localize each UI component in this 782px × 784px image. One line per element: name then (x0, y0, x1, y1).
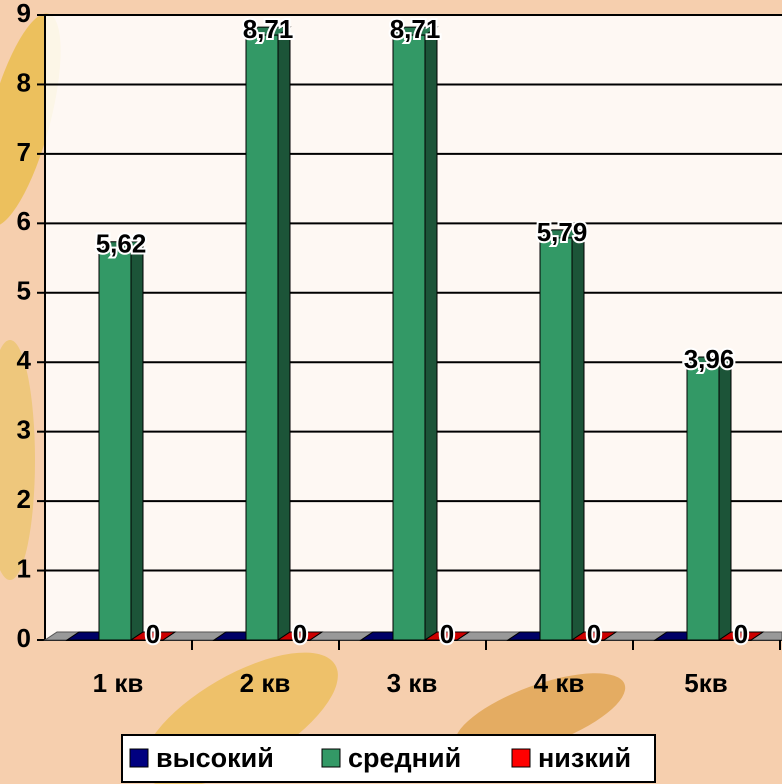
x-tick-label: 2 кв (240, 668, 291, 698)
y-tick-label: 0 (17, 623, 31, 653)
data-label: 5,79 (537, 217, 588, 247)
y-tick-label: 1 (17, 553, 31, 583)
bar (539, 237, 573, 641)
y-tick-label: 5 (17, 276, 31, 306)
bar-top (423, 631, 471, 641)
bar-top (276, 631, 324, 641)
bar-top (717, 631, 765, 641)
bar-side (571, 228, 585, 641)
leaf-decoration (0, 13, 61, 227)
bar-side (130, 240, 144, 641)
bar (245, 34, 279, 641)
data-label: 0 (440, 619, 454, 649)
legend-label: низкий (538, 743, 631, 773)
bar-side (424, 26, 438, 641)
bar-top (129, 631, 177, 641)
bar (98, 249, 132, 641)
legend-swatch (321, 748, 341, 768)
bar-top (570, 631, 618, 641)
x-tick-label: 4 кв (534, 668, 585, 698)
x-tick-label: 3 кв (387, 668, 438, 698)
legend-label: высокий (156, 743, 274, 773)
data-label: 0 (734, 619, 748, 649)
data-label: 0 (587, 619, 601, 649)
y-tick-label: 2 (17, 484, 31, 514)
y-tick-label: 9 (17, 0, 31, 28)
data-label: 0 (146, 619, 160, 649)
x-tick-label: 1 кв (93, 668, 144, 698)
x-tick-label: 5кв (684, 668, 727, 698)
data-label: 8,71 (390, 14, 441, 44)
y-tick-label: 6 (17, 206, 31, 236)
legend-label: средний (348, 743, 461, 773)
bar-side (277, 26, 291, 641)
legend-swatch (511, 748, 531, 768)
y-tick-label: 3 (17, 415, 31, 445)
bar-side (718, 356, 732, 641)
leaf-decoration (0, 340, 35, 580)
bar (392, 34, 426, 641)
data-label: 3,96 (684, 344, 735, 374)
y-tick-label: 8 (17, 67, 31, 97)
y-tick-label: 4 (17, 345, 32, 375)
data-label: 8,71 (243, 14, 294, 44)
data-label: 5,62 (96, 229, 147, 259)
bar (686, 364, 720, 641)
legend-swatch (129, 748, 149, 768)
data-label: 0 (293, 619, 307, 649)
y-tick-label: 7 (17, 137, 31, 167)
legend (121, 734, 656, 783)
